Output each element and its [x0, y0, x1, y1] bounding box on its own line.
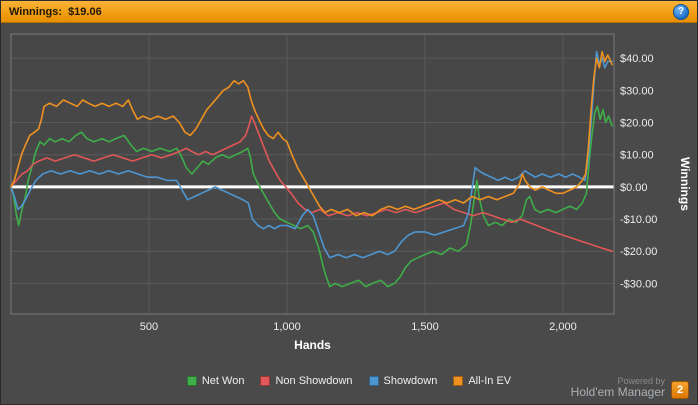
x-tick-label: 1,500: [411, 321, 439, 333]
legend-swatch: [453, 376, 464, 386]
legend-label: Non Showdown: [275, 375, 353, 387]
legend-item-net-won[interactable]: Net Won: [186, 375, 245, 387]
y-tick-label: -$30.00: [620, 278, 657, 290]
series-line-net-won: [10, 105, 613, 288]
series-line-showdown: [10, 50, 613, 259]
y-tick-label: $10.00: [620, 150, 654, 162]
y-tick-label: -$10.00: [620, 214, 657, 226]
plot-border: [10, 33, 615, 315]
y-tick-label: $20.00: [620, 118, 654, 130]
legend-item-non-showdown[interactable]: Non Showdown: [260, 375, 353, 387]
legend-swatch: [186, 376, 197, 386]
legend-item-showdown[interactable]: Showdown: [368, 375, 438, 387]
x-axis-label: Hands: [294, 338, 331, 352]
y-axis-label: Winnings: [678, 157, 692, 211]
legend-label: All-In EV: [468, 375, 512, 387]
brand-name: Hold'em Manager: [570, 385, 665, 400]
legend-item-all-in-ev[interactable]: All-In EV: [453, 375, 511, 387]
y-tick-label: $0.00: [620, 182, 648, 194]
brand-logo-icon: 2: [671, 381, 689, 399]
legend: Net Won Non Showdown Showdown All-In EV: [1, 375, 697, 387]
winnings-label: Winnings:: [9, 5, 63, 18]
legend-swatch: [368, 376, 379, 386]
footer: Powered by Hold'em Manager 2: [571, 376, 689, 400]
powered-by-label: Powered by: [617, 375, 665, 386]
y-tick-label: $30.00: [620, 85, 654, 97]
legend-swatch: [260, 376, 271, 386]
winnings-chart: 500 1,000 1,500 2,000 $40.00 $30.00 $20.00 $10.…: [10, 33, 657, 333]
title-bar: Winnings: $19.06 ?: [1, 1, 697, 23]
legend-label: Showdown: [383, 375, 438, 387]
winnings-value: $19.06: [68, 5, 102, 18]
series-line-all-in-ev: [10, 50, 613, 217]
help-icon[interactable]: ?: [673, 3, 689, 20]
legend-label: Net Won: [201, 375, 245, 387]
series-line-non-showdown: [10, 115, 613, 252]
x-tick-label: 500: [140, 321, 158, 333]
x-tick-label: 1,000: [273, 321, 301, 333]
y-tick-label: -$20.00: [620, 246, 657, 258]
plot-area: [11, 34, 614, 314]
x-tick-label: 2,000: [549, 321, 577, 333]
y-tick-label: $40.00: [620, 53, 654, 65]
